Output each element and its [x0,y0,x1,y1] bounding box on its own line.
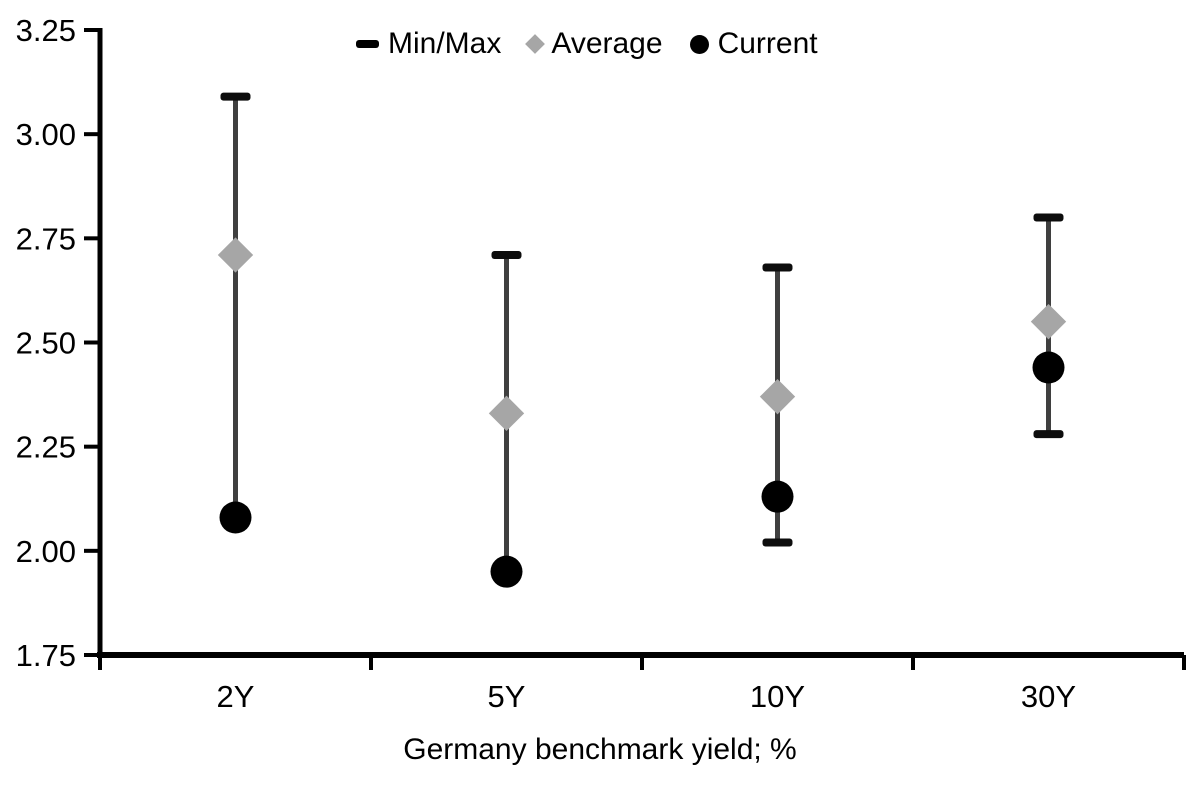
x-axis-title: Germany benchmark yield; % [403,733,797,766]
legend-label-minmax: Min/Max [388,27,502,60]
legend-item-average: Average [525,25,663,63]
average-marker [217,237,254,273]
y-tick-label: 3.25 [16,13,76,48]
x-category-label: 5Y [488,679,526,714]
y-tick-label: 2.75 [16,221,76,256]
average-marker [1030,303,1067,340]
y-tick-label: 2.25 [16,430,76,465]
legend-label-current: Current [717,27,818,60]
current-circle-icon [689,34,709,54]
max-cap [220,92,251,101]
average-diamond-icon [525,34,546,54]
min-cap [762,538,793,547]
chart-legend: Min/Max Average Current [356,25,818,63]
current-marker [219,501,252,534]
min-cap [1033,430,1064,439]
y-tick-label: 3.00 [16,117,76,152]
y-tick-label: 1.75 [16,638,76,673]
max-cap [1033,213,1064,222]
current-marker [490,555,523,588]
x-category-label: 10Y [750,679,805,714]
max-cap [491,251,522,259]
average-marker [759,378,796,415]
x-category-label: 30Y [1021,679,1076,714]
current-marker [1032,351,1065,384]
legend-item-current: Current [689,25,818,63]
y-tick-label: 2.50 [16,326,76,361]
current-marker [761,480,794,513]
y-tick-label: 2.00 [16,534,76,569]
x-category-label: 2Y [217,679,255,714]
max-cap [762,263,793,272]
legend-label-average: Average [551,27,663,60]
legend-item-minmax: Min/Max [356,25,501,63]
average-marker [488,395,525,432]
minmax-dash-icon [356,40,379,48]
